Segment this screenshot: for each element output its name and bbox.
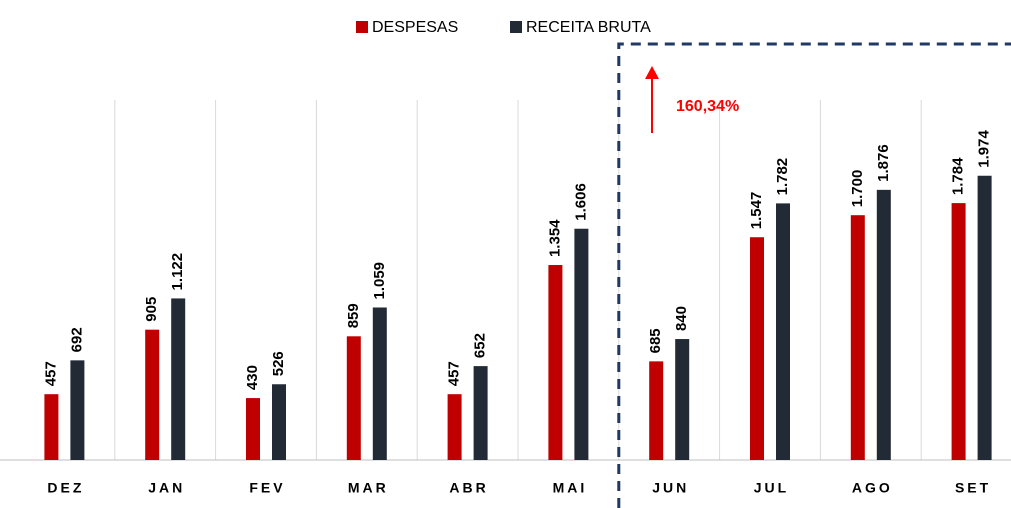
value-label: 685 xyxy=(647,328,664,353)
value-label: 1.122 xyxy=(169,253,186,291)
bar xyxy=(447,394,462,460)
bar xyxy=(574,228,589,460)
value-label: 840 xyxy=(673,306,690,331)
bar xyxy=(977,175,992,460)
x-tick-label: ABR xyxy=(449,480,488,496)
value-label: 1.700 xyxy=(849,170,866,208)
x-tick-label: FEV xyxy=(249,480,285,496)
legend-swatch xyxy=(356,21,368,33)
value-label: 1.876 xyxy=(875,144,892,182)
value-label: 430 xyxy=(244,365,261,390)
legend-label: DESPESAS xyxy=(372,19,458,36)
value-label: 526 xyxy=(270,351,287,376)
value-label: 1.974 xyxy=(976,130,993,168)
bar xyxy=(44,394,59,460)
bar xyxy=(548,265,563,460)
x-tick-label: SET xyxy=(955,480,991,496)
bar xyxy=(171,298,186,460)
highlight-box xyxy=(617,42,1011,508)
x-tick-label: AGO xyxy=(852,480,893,496)
annotation: 160,34% xyxy=(676,98,739,115)
bar xyxy=(850,215,865,460)
value-label: 457 xyxy=(42,361,59,386)
value-label: 905 xyxy=(143,297,160,322)
value-label: 859 xyxy=(345,303,362,328)
x-tick-label: JUL xyxy=(754,480,789,496)
value-label: 1.059 xyxy=(371,262,388,300)
bar xyxy=(246,398,260,460)
value-label: 1.784 xyxy=(950,157,967,195)
legend-swatch xyxy=(510,21,522,33)
x-tick-label: MAI xyxy=(553,480,588,496)
value-label: 652 xyxy=(472,333,489,358)
value-label: 692 xyxy=(68,327,85,352)
annotation-arrowhead xyxy=(645,66,659,79)
value-label: 1.782 xyxy=(774,158,791,196)
bar xyxy=(750,237,764,460)
x-tick-label: DEZ xyxy=(47,480,84,496)
value-label: 1.606 xyxy=(572,183,589,221)
value-label: 1.354 xyxy=(546,219,563,257)
legend: DESPESAS RECEITA BRUTA xyxy=(356,19,651,36)
bar xyxy=(876,189,891,460)
bar xyxy=(145,329,160,460)
x-tick-label: JUN xyxy=(652,480,689,496)
bar xyxy=(675,339,690,460)
bar xyxy=(473,366,488,460)
bar xyxy=(70,360,85,460)
bar xyxy=(649,361,664,460)
bar xyxy=(372,307,387,460)
bar xyxy=(272,384,286,460)
legend-label: RECEITA BRUTA xyxy=(526,19,651,36)
x-tick-label: MAR xyxy=(348,480,389,496)
x-tick-label: JAN xyxy=(148,480,185,496)
value-label: 1.547 xyxy=(748,192,765,230)
bar xyxy=(951,203,966,460)
value-label: 457 xyxy=(446,361,463,386)
bar xyxy=(776,203,790,460)
bar xyxy=(346,336,361,460)
